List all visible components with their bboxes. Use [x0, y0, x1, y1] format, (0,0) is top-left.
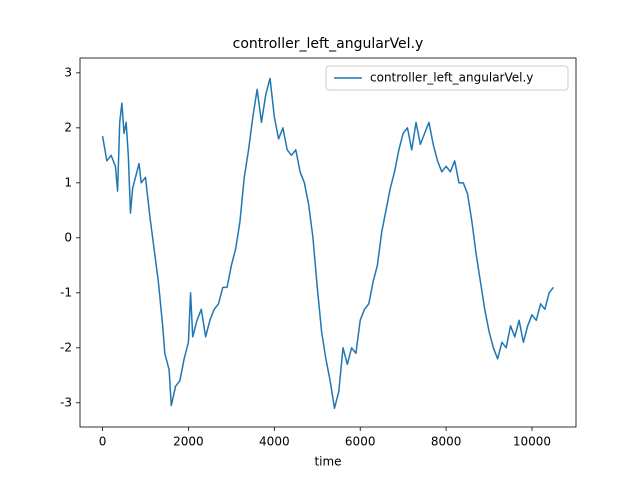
x-tick-label: 8000: [431, 435, 462, 449]
x-axis-label: time: [314, 455, 341, 469]
y-tick-label: 1: [64, 175, 72, 189]
y-tick-label: 3: [64, 65, 72, 79]
y-tick-label: 2: [64, 120, 72, 134]
y-tick-label: -2: [60, 340, 72, 354]
x-tick-label: 0: [99, 435, 107, 449]
legend-label: controller_left_angularVel.y: [370, 71, 533, 85]
chart-title: controller_left_angularVel.y: [233, 36, 424, 52]
line-series: [101, 77, 555, 410]
x-tick-label: 10000: [513, 435, 551, 449]
x-tick-label: 2000: [173, 435, 204, 449]
y-tick-label: 0: [64, 230, 72, 244]
x-tick-label: 6000: [345, 435, 376, 449]
x-tick-label: 4000: [259, 435, 290, 449]
y-tick-label: -3: [60, 395, 72, 409]
y-tick-label: -1: [60, 285, 72, 299]
legend-box: [325, 65, 569, 91]
plot-frame: [79, 57, 577, 428]
